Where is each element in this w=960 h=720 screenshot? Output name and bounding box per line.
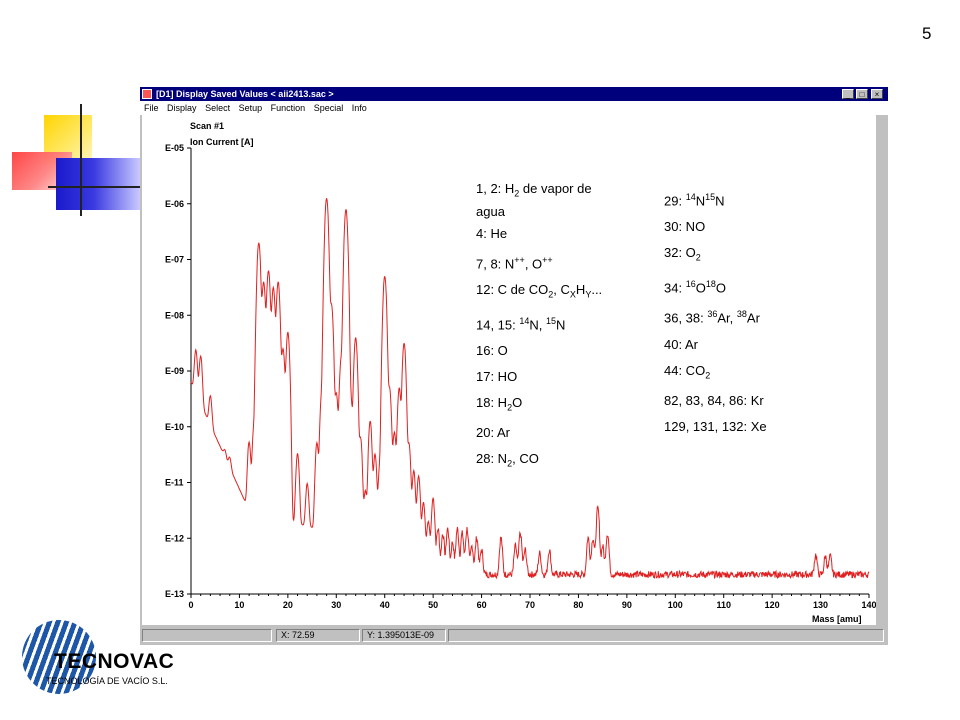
tick-labels: E-05 E-06 E-07 E-08 E-09 E-10 E-11 E-12 E-13 0 10 2… xyxy=(165,143,876,610)
legend-right-item-4: 36, 38: 36Ar, 38Ar xyxy=(664,309,760,326)
y-tick-label: E-13 xyxy=(165,589,184,599)
y-axis-label: Ion Current [A] xyxy=(190,137,254,147)
legend-left-item-7: 18: H2O xyxy=(476,394,523,413)
x-tick-label: 10 xyxy=(234,600,244,610)
menu-file[interactable]: File xyxy=(144,103,159,113)
y-tick-label: E-12 xyxy=(165,533,184,543)
logo-emblem-icon xyxy=(22,620,96,694)
page-number: 5 xyxy=(922,24,932,43)
menu-info[interactable]: Info xyxy=(351,103,367,113)
legend-right-item-1: 30: NO xyxy=(664,219,706,235)
legend-left-item-2: 7, 8: N++, O++ xyxy=(476,254,553,271)
x-tick-label: 30 xyxy=(331,600,341,610)
legend-left-item-4: 14, 15: 14N, 15N xyxy=(476,315,566,332)
maximize-button[interactable]: □ xyxy=(856,89,868,99)
legend-left-item-5: 16: O xyxy=(476,342,508,358)
chart-area[interactable]: Scan #1 Ion Current [A] Mass [amu] E-05 E… xyxy=(142,115,876,625)
legend-right-item-8: 129, 131, 132: Xe xyxy=(664,419,767,435)
legend-left-item-9: 28: N2, CO xyxy=(476,451,539,470)
status-filler xyxy=(448,629,884,642)
x-tick-label: 120 xyxy=(765,600,780,610)
y-readout: Y: 1.395013E-09 xyxy=(362,629,446,642)
window-titlebar[interactable]: [D1] Display Saved Values < aii2413.sac … xyxy=(140,87,888,101)
menu-select[interactable]: Select xyxy=(205,103,231,113)
menu-function[interactable]: Function xyxy=(270,103,306,113)
legend-right-item-5: 40: Ar xyxy=(664,336,698,352)
logo-subtitle: TECNOLOGÍA DE VACÍO S.L. xyxy=(46,676,168,686)
y-tick-label: E-08 xyxy=(165,310,184,320)
y-tick-label: E-11 xyxy=(165,478,184,488)
x-axis-label: Mass [amu] xyxy=(812,614,862,624)
y-tick-label: E-07 xyxy=(165,255,184,265)
x-readout: X: 72.59 xyxy=(276,629,360,642)
y-tick-label: E-10 xyxy=(165,422,184,432)
x-tick-label: 90 xyxy=(622,600,632,610)
status-bar: X: 72.59 Y: 1.395013E-09 xyxy=(140,625,888,645)
legend-left-item-1: 4: He xyxy=(476,225,508,241)
vertical-scrollbar[interactable] xyxy=(876,115,888,625)
x-tick-label: 70 xyxy=(525,600,535,610)
decorative-squares-graphic xyxy=(10,100,140,220)
menu-bar: File Display Select Setup Function Speci… xyxy=(140,101,888,115)
x-tick-label: 80 xyxy=(573,600,583,610)
legend-left-item-3: 12: C de CO2, CXHY... xyxy=(476,281,603,300)
legend-right-item-7: 82, 83, 84, 86: Kr xyxy=(664,393,764,409)
legend-right-item-2: 32: O2 xyxy=(664,245,701,263)
mass-spectrum-chart[interactable]: Scan #1 Ion Current [A] Mass [amu] E-05E… xyxy=(142,115,876,625)
x-tick-label: 60 xyxy=(477,600,487,610)
app-window: [D1] Display Saved Values < aii2413.sac … xyxy=(140,87,888,645)
horizontal-line xyxy=(48,186,140,188)
y-tick-label: E-06 xyxy=(165,199,184,209)
legend-left-item-0: 1, 2: H2 de vapor de agua xyxy=(476,181,592,219)
vertical-line xyxy=(80,104,82,216)
x-tick-label: 20 xyxy=(283,600,293,610)
minimize-button[interactable]: _ xyxy=(842,89,854,99)
menu-setup[interactable]: Setup xyxy=(238,103,263,113)
x-tick-label: 50 xyxy=(428,600,438,610)
y-tick-label: E-09 xyxy=(165,366,184,376)
peak-legend-left: 1, 2: H2 de vapor de agua 4: He 7, 8: N++, … xyxy=(476,180,602,477)
x-tick-label: 100 xyxy=(668,600,683,610)
x-tick-label: 140 xyxy=(861,600,876,610)
tecnovac-logo: TECNOVAC TECNOLOGÍA DE VACÍO S.L. xyxy=(22,612,212,702)
window-title: [D1] Display Saved Values < aii2413.sac … xyxy=(156,89,334,99)
menu-special[interactable]: Special xyxy=(313,103,344,113)
legend-right-item-0: 29: 14N15N xyxy=(664,192,725,209)
status-message-box xyxy=(142,629,272,642)
legend-left-item-6: 17: HO xyxy=(476,368,518,384)
legend-left-item-8: 20: Ar xyxy=(476,425,510,441)
scan-label: Scan #1 xyxy=(190,121,224,131)
menu-display[interactable]: Display xyxy=(167,103,197,113)
app-icon[interactable] xyxy=(142,89,152,99)
x-tick-label: 0 xyxy=(188,600,193,610)
spectrum-trace xyxy=(190,198,870,580)
legend-right-item-3: 34: 16O18O xyxy=(664,278,726,296)
x-tick-label: 40 xyxy=(380,600,390,610)
peak-legend-right: 29: 14N15N 30: NO 32: O2 34: 16O18O 36, 38: … xyxy=(664,184,767,440)
close-button[interactable]: × xyxy=(871,89,883,99)
legend-right-item-6: 44: CO2 xyxy=(664,362,711,381)
x-tick-label: 130 xyxy=(813,600,828,610)
x-tick-label: 110 xyxy=(716,600,731,610)
blue-square xyxy=(56,158,140,210)
logo-name: TECNOVAC xyxy=(54,650,175,673)
axes xyxy=(187,147,870,598)
y-tick-label: E-05 xyxy=(165,143,184,153)
